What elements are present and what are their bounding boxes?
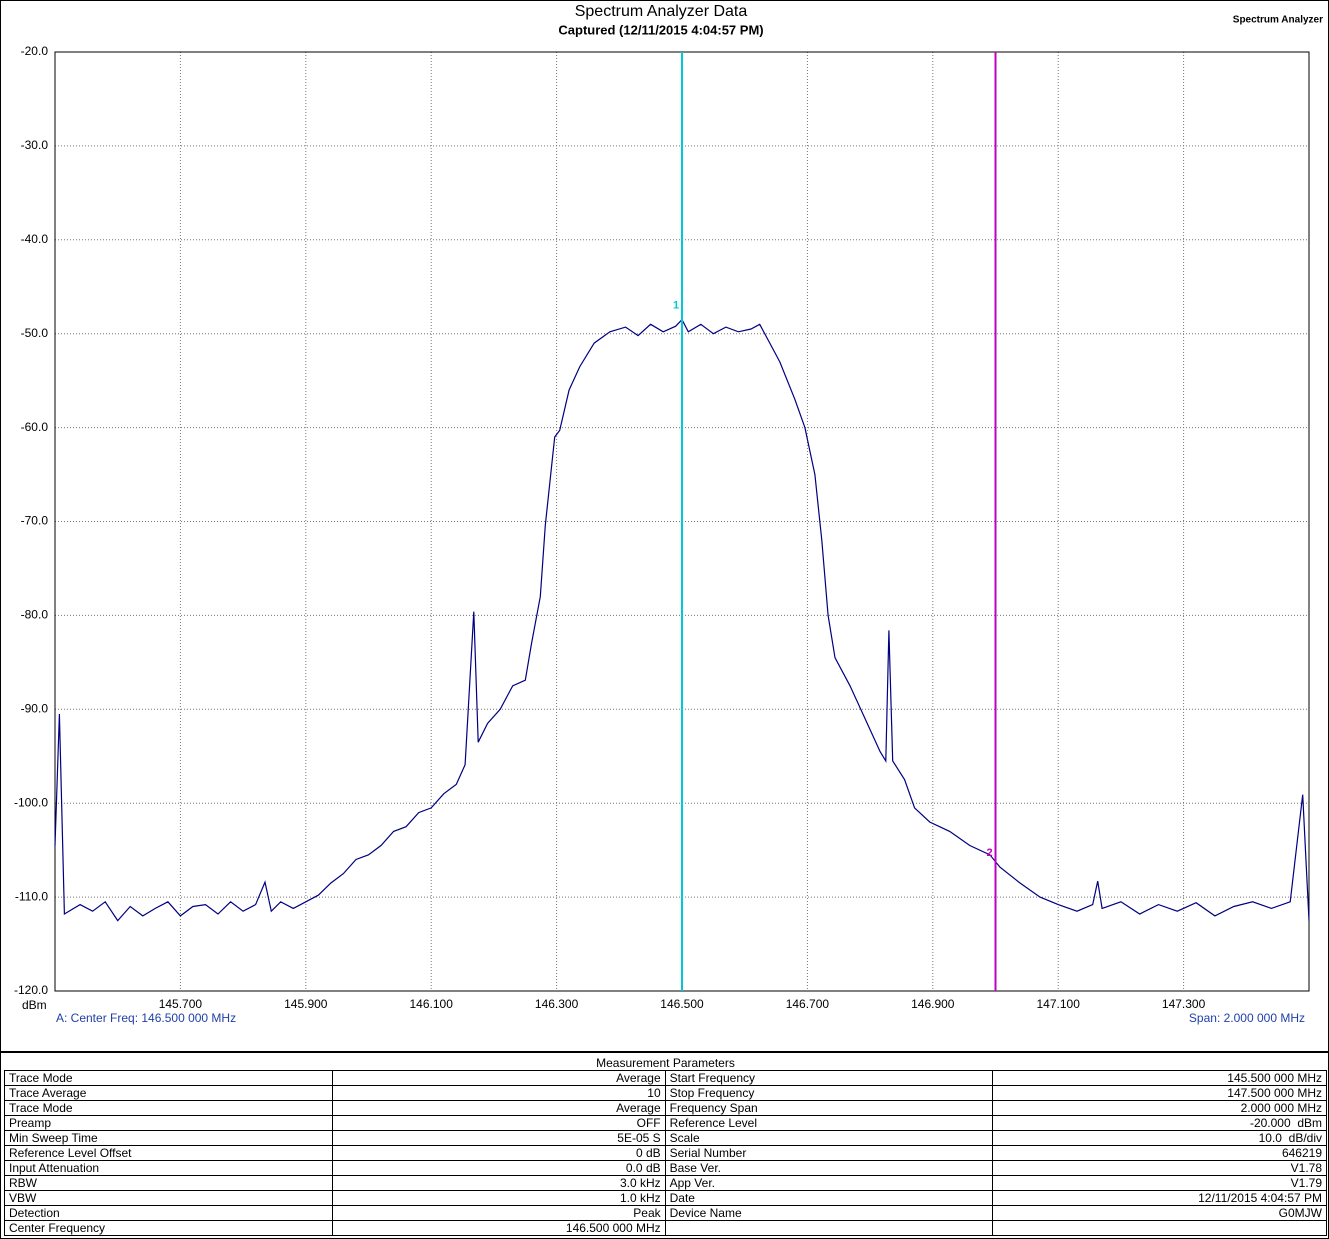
table-row: RBW 3.0 kHz App Ver. V1.79	[4, 1175, 1328, 1191]
y-tick-label: -90.0	[21, 701, 49, 715]
param-value: V1.78	[991, 1160, 1328, 1176]
param-name: Frequency Span	[664, 1100, 993, 1116]
param-value: 10	[331, 1085, 666, 1101]
corner-label: Spectrum Analyzer	[1233, 15, 1323, 26]
x-tick-label: 145.700	[159, 997, 203, 1011]
param-value: 10.0 dB/div	[991, 1130, 1328, 1146]
table-row: VBW 1.0 kHz Date 12/11/2015 4:04:57 PM	[4, 1190, 1328, 1206]
param-value: 5E-05 S	[331, 1130, 666, 1146]
y-tick-label: -100.0	[14, 795, 48, 809]
table-header-row: Measurement Parameters	[4, 1056, 1327, 1071]
x-tick-label: 146.300	[535, 997, 579, 1011]
y-tick-label: -50.0	[21, 326, 49, 340]
span-annotation: Span: 2.000 000 MHz	[1189, 1011, 1305, 1025]
marker-label: 1	[673, 300, 679, 312]
table-row: Trace Mode Average Start Frequency 145.500 …	[4, 1070, 1328, 1086]
chart-title: Spectrum Analyzer Data	[575, 3, 748, 20]
y-tick-label: -30.0	[21, 138, 49, 152]
y-tick-label: -20.0	[21, 44, 49, 58]
table-row: Min Sweep Time 5E-05 S Scale 10.0 dB/div	[4, 1130, 1328, 1146]
x-tick-label: 147.100	[1037, 997, 1081, 1011]
param-name: Detection	[4, 1205, 333, 1221]
param-value: Average	[331, 1100, 666, 1116]
param-name: Base Ver.	[664, 1160, 993, 1176]
param-value: V1.79	[991, 1175, 1328, 1191]
y-tick-label: -60.0	[21, 420, 49, 434]
param-value: OFF	[331, 1115, 666, 1131]
y-tick-label: -110.0	[15, 889, 48, 903]
table-row: Reference Level Offset 0 dB Serial Number 6…	[4, 1145, 1328, 1161]
y-tick-label: -120.0	[14, 983, 48, 997]
param-value	[991, 1220, 1328, 1236]
param-value: 646219	[991, 1145, 1328, 1161]
param-name: Serial Number	[664, 1145, 993, 1161]
table-row: Trace Mode Average Frequency Span 2.000 000…	[4, 1100, 1328, 1116]
param-name: Preamp	[4, 1115, 333, 1131]
param-name: Trace Mode	[4, 1070, 333, 1086]
param-name: Scale	[664, 1130, 993, 1146]
table-title: Measurement Parameters	[4, 1056, 1327, 1071]
param-name: Trace Mode	[4, 1100, 333, 1116]
x-tick-label: 147.300	[1162, 997, 1206, 1011]
param-name: Reference Level Offset	[4, 1145, 333, 1161]
table-row: Detection Peak Device Name G0MJW	[4, 1205, 1328, 1221]
param-value: Average	[331, 1070, 666, 1086]
y-axis-label: dBm	[22, 998, 47, 1012]
param-value: 147.500 000 MHz	[991, 1085, 1328, 1101]
param-name: RBW	[4, 1175, 333, 1191]
table-row: Trace Average 10 Stop Frequency 147.500 000…	[4, 1085, 1328, 1101]
param-value: G0MJW	[991, 1205, 1328, 1221]
trace	[54, 318, 1310, 922]
param-name: Reference Level	[664, 1115, 993, 1131]
param-value: 145.500 000 MHz	[991, 1070, 1328, 1086]
marker-label: 2	[986, 847, 992, 859]
chart: Spectrum Analyzer Data Captured (12/11/2…	[0, 3, 1329, 1053]
x-tick-label: 146.900	[911, 997, 955, 1011]
param-name: Date	[664, 1190, 993, 1206]
x-tick-label: 145.900	[284, 997, 328, 1011]
param-name: VBW	[4, 1190, 333, 1206]
x-tick-label: 146.500	[660, 997, 704, 1011]
param-value: 0.0 dB	[331, 1160, 666, 1176]
param-name: Trace Average	[4, 1085, 333, 1101]
param-value: 146.500 000 MHz	[331, 1220, 666, 1236]
table-row: Input Attenuation 0.0 dB Base Ver. V1.78	[4, 1160, 1328, 1176]
param-value: 12/11/2015 4:04:57 PM	[991, 1190, 1328, 1206]
param-name: Min Sweep Time	[4, 1130, 333, 1146]
param-name: Center Frequency	[4, 1220, 333, 1236]
param-name: Start Frequency	[664, 1070, 993, 1086]
y-tick-label: -70.0	[21, 514, 49, 528]
param-value: Peak	[331, 1205, 666, 1221]
center-freq-annotation: A: Center Freq: 146.500 000 MHz	[56, 1011, 236, 1025]
param-value: 2.000 000 MHz	[991, 1100, 1328, 1116]
x-tick-label: 146.100	[410, 997, 454, 1011]
param-name: Input Attenuation	[4, 1160, 333, 1176]
y-tick-label: -80.0	[21, 608, 49, 622]
param-name: Device Name	[664, 1205, 993, 1221]
y-tick-label: -40.0	[21, 232, 49, 246]
param-value: 3.0 kHz	[331, 1175, 666, 1191]
parameters-table: Measurement Parameters Trace Mode Average S…	[4, 1056, 1328, 1236]
param-value: 1.0 kHz	[331, 1190, 666, 1206]
param-name: Stop Frequency	[664, 1085, 993, 1101]
table-row: Center Frequency 146.500 000 MHz	[4, 1220, 1328, 1236]
param-name	[664, 1220, 993, 1236]
table-row: Preamp OFF Reference Level -20.000 dBm	[4, 1115, 1328, 1131]
param-value: 0 dB	[331, 1145, 666, 1161]
chart-subtitle: Captured (12/11/2015 4:04:57 PM)	[558, 22, 763, 37]
param-value: -20.000 dBm	[991, 1115, 1328, 1131]
param-name: App Ver.	[664, 1175, 993, 1191]
x-tick-label: 146.700	[786, 997, 830, 1011]
